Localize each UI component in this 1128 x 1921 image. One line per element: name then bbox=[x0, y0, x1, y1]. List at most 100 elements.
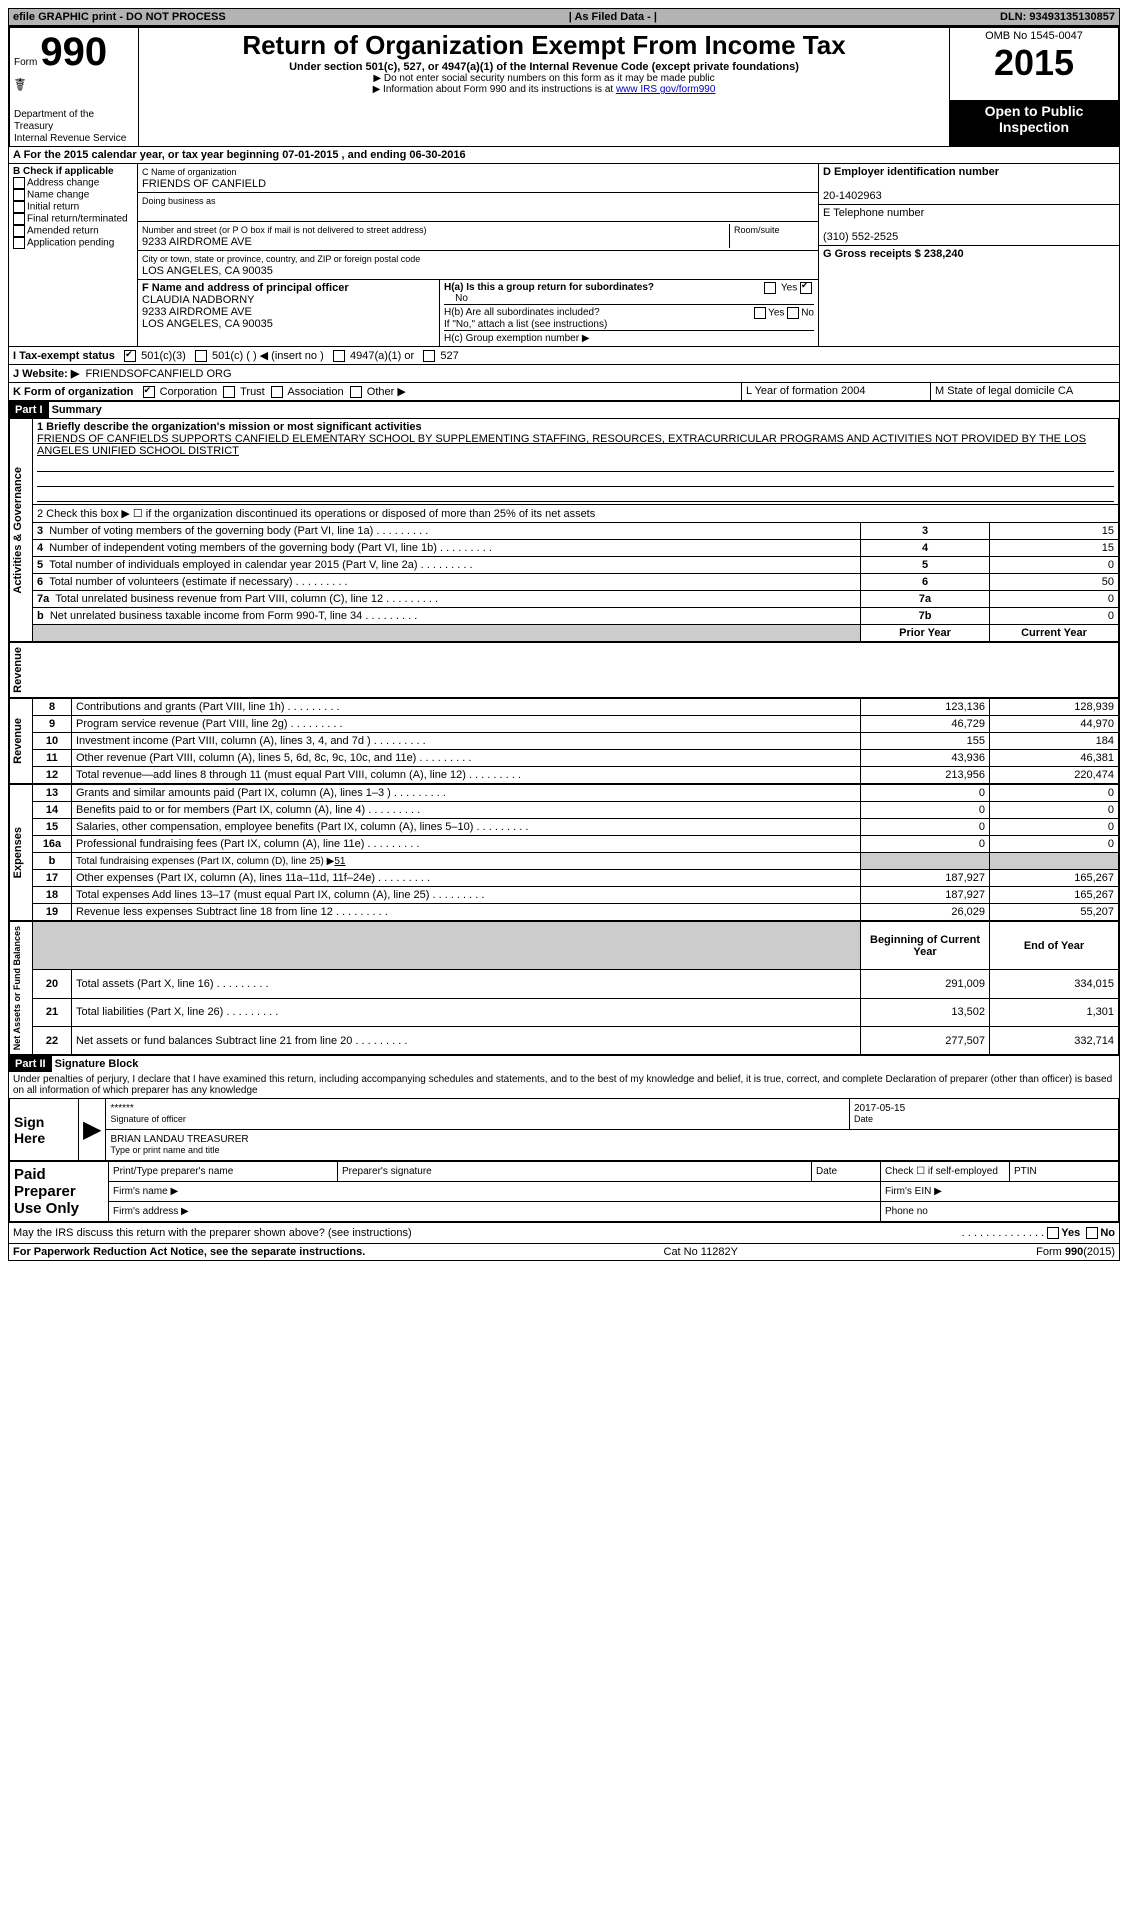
irs-link[interactable]: www IRS gov/form990 bbox=[616, 84, 715, 95]
sign-here-table: Sign Here ▶ ****** Signature of officer … bbox=[9, 1098, 1119, 1161]
city-label: City or town, state or province, country… bbox=[142, 254, 420, 264]
form-subtitle: Under section 501(c), 527, or 4947(a)(1)… bbox=[143, 61, 945, 73]
note1: ▶ Do not enter social security numbers o… bbox=[143, 73, 945, 84]
na-body: Net Assets or Fund Balances Beginning of… bbox=[9, 921, 1119, 1055]
topbar-left: efile GRAPHIC print - DO NOT PROCESS bbox=[13, 11, 226, 23]
exp-body: Expenses13Grants and similar amounts pai… bbox=[9, 784, 1119, 921]
firm-addr: Firm's address ▶ bbox=[109, 1202, 881, 1222]
city-value: LOS ANGELES, CA 90035 bbox=[142, 265, 273, 277]
f-name: CLAUDIA NADBORNY bbox=[142, 294, 254, 306]
street-label: Number and street (or P O box if mail is… bbox=[142, 225, 426, 235]
l-year: L Year of formation 2004 bbox=[741, 383, 930, 400]
dept3: Internal Revenue Service bbox=[14, 133, 126, 144]
col-current: Current Year bbox=[990, 625, 1119, 642]
sig-date: 2017-05-15 bbox=[854, 1103, 905, 1114]
line1-label: 1 Briefly describe the organization's mi… bbox=[37, 421, 422, 433]
sig-stars: ****** bbox=[110, 1103, 133, 1114]
prep-sig-label: Preparer's signature bbox=[338, 1162, 812, 1182]
firm-name: Firm's name ▶ bbox=[109, 1182, 881, 1202]
line2: 2 Check this box ▶ ☐ if the organization… bbox=[33, 505, 1119, 523]
firm-ein: Firm's EIN ▶ bbox=[881, 1182, 1119, 1202]
f-label: F Name and address of principal officer bbox=[142, 282, 349, 294]
prep-name-label: Print/Type preparer's name bbox=[109, 1162, 338, 1182]
footer-right: Form 990(2015) bbox=[1036, 1246, 1115, 1258]
form-title: Return of Organization Exempt From Incom… bbox=[143, 30, 945, 61]
ptin-label: PTIN bbox=[1010, 1162, 1119, 1182]
part1-title: Summary bbox=[52, 404, 102, 416]
part1-label: Part I bbox=[9, 402, 49, 418]
dept1: Department of the bbox=[14, 109, 94, 120]
row-a: A For the 2015 calendar year, or tax yea… bbox=[9, 147, 1119, 164]
sign-here-label: Sign Here bbox=[10, 1099, 79, 1161]
footer: For Paperwork Reduction Act Notice, see … bbox=[9, 1243, 1119, 1260]
i-label: I Tax-exempt status bbox=[13, 350, 115, 362]
firm-phone: Phone no bbox=[881, 1202, 1119, 1222]
check-self: Check ☐ if self-employed bbox=[881, 1162, 1010, 1182]
ein-value: 20-1402963 bbox=[823, 190, 882, 202]
section-b: B Check if applicable Address change Nam… bbox=[9, 164, 1119, 347]
sig-officer-label: Signature of officer bbox=[110, 1114, 185, 1124]
prep-date-label: Date bbox=[812, 1162, 881, 1182]
chk-amended[interactable]: Amended return bbox=[27, 226, 99, 237]
part2-header-row: Part II Signature Block bbox=[9, 1055, 1119, 1072]
declaration: Under penalties of perjury, I declare th… bbox=[9, 1072, 1119, 1098]
d-label: D Employer identification number bbox=[823, 166, 999, 178]
row-k: K Form of organization Corporation Trust… bbox=[9, 383, 1119, 402]
side-rev: Revenue bbox=[10, 643, 26, 697]
street-value: 9233 AIRDROME AVE bbox=[142, 236, 252, 248]
topbar-right: DLN: 93493135130857 bbox=[1000, 11, 1115, 23]
side-ag: Activities & Governance bbox=[10, 463, 26, 598]
col-c: C Name of organization FRIENDS OF CANFIE… bbox=[138, 164, 819, 346]
mission-text: FRIENDS OF CANFIELDS SUPPORTS CANFIELD E… bbox=[37, 433, 1086, 457]
e-label: E Telephone number bbox=[823, 207, 924, 219]
col-b: B Check if applicable Address change Nam… bbox=[9, 164, 138, 346]
top-bar: efile GRAPHIC print - DO NOT PROCESS | A… bbox=[8, 8, 1120, 26]
topbar-mid: | As Filed Data - | bbox=[569, 11, 657, 23]
k-label: K Form of organization bbox=[13, 386, 133, 398]
col-d: D Employer identification number 20-1402… bbox=[819, 164, 1119, 346]
header-table: Form 990 ☤ Department of the Treasury In… bbox=[9, 27, 1119, 147]
c-name-label: C Name of organization bbox=[142, 167, 237, 177]
col-prior: Prior Year bbox=[861, 625, 990, 642]
website-value: FRIENDSOFCANFIELD ORG bbox=[85, 368, 231, 380]
chk-address[interactable]: Address change bbox=[27, 178, 99, 189]
form-label: Form bbox=[14, 57, 37, 68]
part1-header-row: Part I Summary bbox=[9, 402, 1119, 418]
g-label: G Gross receipts $ 238,240 bbox=[823, 248, 964, 260]
m-state: M State of legal domicile CA bbox=[930, 383, 1119, 400]
type-print-label: Type or print name and title bbox=[110, 1145, 219, 1155]
summary-table: Activities & Governance 1 Briefly descri… bbox=[9, 418, 1119, 642]
revenue-table: Revenue bbox=[9, 642, 1119, 698]
chk-initial[interactable]: Initial return bbox=[27, 202, 79, 213]
f-addr1: 9233 AIRDROME AVE bbox=[142, 306, 252, 318]
may-irs-text: May the IRS discuss this return with the… bbox=[13, 1227, 412, 1239]
rev-body: Revenue8Contributions and grants (Part V… bbox=[9, 698, 1119, 784]
paid-label: Paid Preparer Use Only bbox=[10, 1162, 109, 1222]
hb-note: If "No," attach a list (see instructions… bbox=[444, 319, 814, 330]
chk-pending[interactable]: Application pending bbox=[27, 238, 114, 249]
open-inspection: Open to Public Inspection bbox=[950, 101, 1119, 147]
b-title: B Check if applicable bbox=[13, 166, 114, 177]
may-irs-row: May the IRS discuss this return with the… bbox=[9, 1222, 1119, 1243]
paid-preparer-table: Paid Preparer Use Only Print/Type prepar… bbox=[9, 1161, 1119, 1222]
dept2: Treasury bbox=[14, 121, 53, 132]
hb-label: H(b) Are all subordinates included? bbox=[444, 307, 600, 319]
ha-label: H(a) Is this a group return for subordin… bbox=[444, 282, 654, 293]
officer-name: BRIAN LANDAU TREASURER bbox=[110, 1134, 248, 1145]
chk-final[interactable]: Final return/terminated bbox=[27, 214, 128, 225]
part2-title: Signature Block bbox=[55, 1058, 139, 1070]
dba-label: Doing business as bbox=[142, 196, 216, 206]
note2: ▶ Information about Form 990 and its ins… bbox=[143, 84, 945, 95]
chk-name[interactable]: Name change bbox=[27, 190, 89, 201]
footer-left: For Paperwork Reduction Act Notice, see … bbox=[13, 1246, 365, 1258]
room-label: Room/suite bbox=[734, 225, 780, 235]
form-number: 990 bbox=[40, 30, 107, 74]
tax-year: 2015 bbox=[954, 42, 1114, 84]
row-i: I Tax-exempt status 501(c)(3) 501(c) ( )… bbox=[9, 347, 1119, 365]
footer-mid: Cat No 11282Y bbox=[664, 1246, 738, 1258]
row-j: J Website: ▶ FRIENDSOFCANFIELD ORG bbox=[9, 365, 1119, 383]
hc-label: H(c) Group exemption number ▶ bbox=[444, 330, 814, 344]
j-label: J Website: ▶ bbox=[13, 368, 79, 380]
phone-value: (310) 552-2525 bbox=[823, 231, 898, 243]
f-addr2: LOS ANGELES, CA 90035 bbox=[142, 318, 273, 330]
